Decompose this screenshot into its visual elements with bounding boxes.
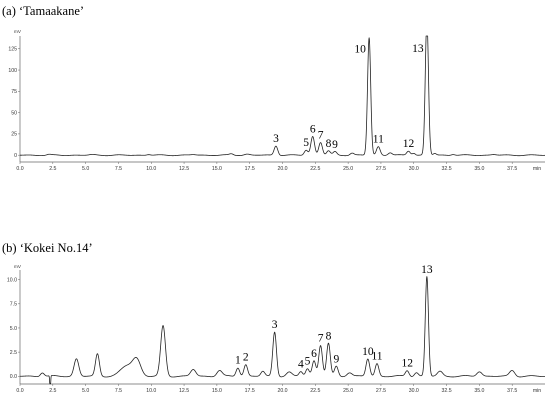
x-tick-label: 35.0 bbox=[474, 166, 484, 172]
peak-label-11: 11 bbox=[371, 351, 382, 363]
x-tick-label: 32.5 bbox=[442, 166, 452, 172]
y-tick-label: 25 bbox=[11, 132, 17, 138]
panel-a-title: (a) ‘Tamaakane’ bbox=[2, 4, 84, 18]
x-tick-label: min bbox=[533, 166, 541, 172]
peak-label-4: 4 bbox=[298, 358, 304, 370]
x-tick-label: 37.5 bbox=[507, 388, 517, 394]
peak-label-11: 11 bbox=[373, 134, 384, 146]
panel-a-peak-labels: 3 56 78 9 10 11 12 13 bbox=[273, 43, 424, 151]
x-tick-label: 20.0 bbox=[277, 388, 287, 394]
peak-label-12: 12 bbox=[401, 357, 413, 369]
peak-label-7: 7 bbox=[318, 129, 324, 141]
y-tick-label: 0.0 bbox=[10, 374, 17, 380]
y-tick-label: 5.0 bbox=[10, 326, 17, 332]
peak-label-9: 9 bbox=[332, 139, 338, 151]
peak-label-13: 13 bbox=[412, 43, 424, 55]
x-tick-label: 0.0 bbox=[16, 166, 23, 172]
peak-label-1: 1 bbox=[235, 355, 241, 367]
y-tick-label: 50 bbox=[11, 110, 17, 116]
x-tick-label: 25.0 bbox=[343, 166, 353, 172]
x-tick-label: 22.5 bbox=[310, 166, 320, 172]
x-tick-label: 32.5 bbox=[442, 388, 452, 394]
panel-a-trace bbox=[19, 35, 546, 157]
x-tick-label: 30.0 bbox=[409, 388, 419, 394]
x-tick-label: min bbox=[533, 388, 541, 394]
panel-a-y-unit: mV bbox=[14, 29, 22, 34]
x-tick-label: 27.5 bbox=[376, 388, 386, 394]
peak-label-8: 8 bbox=[326, 138, 332, 150]
x-tick-label: 2.5 bbox=[49, 166, 56, 172]
panel-b-axes: 0.0 2.5 5.0 7.5 10.0 12.5 15.0 17.5 20.0 22.5 25.0… bbox=[7, 270, 545, 394]
x-tick-label: 17.5 bbox=[245, 388, 255, 394]
peak-label-10: 10 bbox=[362, 346, 374, 358]
panel-b-kokei: (b) ‘Kokei No.14’ mV 0.0 2.5 5.0 7.5 10.0 12.… bbox=[2, 241, 546, 394]
x-tick-label: 17.5 bbox=[245, 166, 255, 172]
peak-label-2: 2 bbox=[243, 352, 249, 364]
panel-b-trace bbox=[19, 276, 546, 385]
y-tick-label: 7.5 bbox=[10, 302, 17, 308]
peak-label-7: 7 bbox=[318, 332, 324, 344]
x-tick-label: 0.0 bbox=[16, 388, 23, 394]
x-tick-label: 5.0 bbox=[82, 388, 89, 394]
y-tick-label: 2.5 bbox=[10, 350, 17, 356]
peak-label-10: 10 bbox=[354, 44, 366, 56]
peak-label-8: 8 bbox=[326, 330, 332, 342]
x-tick-label: 7.5 bbox=[115, 388, 122, 394]
peak-label-3: 3 bbox=[273, 133, 279, 145]
panel-a-tamaakane: (a) ‘Tamaakane’ mV 0.0 2.5 5.0 7.5 10.0 12.5 1… bbox=[2, 4, 546, 172]
y-tick-label: 100 bbox=[8, 68, 17, 74]
x-tick-label: 5.0 bbox=[82, 166, 89, 172]
x-tick-label: 12.5 bbox=[179, 388, 189, 394]
y-tick-label: 125 bbox=[8, 47, 17, 53]
panel-b-y-unit: mV bbox=[14, 264, 22, 269]
peak-label-13: 13 bbox=[421, 264, 433, 276]
peak-label-12: 12 bbox=[403, 138, 415, 150]
x-tick-label: 25.0 bbox=[343, 388, 353, 394]
x-tick-label: 15.0 bbox=[212, 166, 222, 172]
x-tick-label: 12.5 bbox=[179, 166, 189, 172]
x-tick-label: 35.0 bbox=[474, 388, 484, 394]
x-tick-label: 2.5 bbox=[49, 388, 56, 394]
panel-b-title: (b) ‘Kokei No.14’ bbox=[2, 241, 93, 255]
x-tick-label: 7.5 bbox=[115, 166, 122, 172]
x-tick-label: 10.0 bbox=[146, 166, 156, 172]
x-tick-label: 15.0 bbox=[212, 388, 222, 394]
peak-label-6: 6 bbox=[311, 348, 317, 360]
y-tick-label: 75 bbox=[11, 89, 17, 95]
peak-label-9: 9 bbox=[333, 354, 339, 366]
x-tick-label: 30.0 bbox=[409, 166, 419, 172]
peak-label-3: 3 bbox=[272, 319, 278, 331]
x-tick-label: 22.5 bbox=[310, 388, 320, 394]
y-tick-label: 10.0 bbox=[7, 277, 17, 283]
x-tick-label: 20.0 bbox=[277, 166, 287, 172]
x-tick-label: 37.5 bbox=[507, 166, 517, 172]
y-tick-label: 0 bbox=[14, 153, 17, 159]
x-tick-label: 10.0 bbox=[146, 388, 156, 394]
x-tick-label: 27.5 bbox=[376, 166, 386, 172]
peak-label-5: 5 bbox=[303, 137, 309, 149]
peak-label-5: 5 bbox=[305, 356, 311, 368]
panel-a-axes: 0.0 2.5 5.0 7.5 10.0 12.5 15.0 17.5 20.0 22.5 25.0… bbox=[8, 36, 545, 172]
peak-label-6: 6 bbox=[310, 123, 316, 135]
